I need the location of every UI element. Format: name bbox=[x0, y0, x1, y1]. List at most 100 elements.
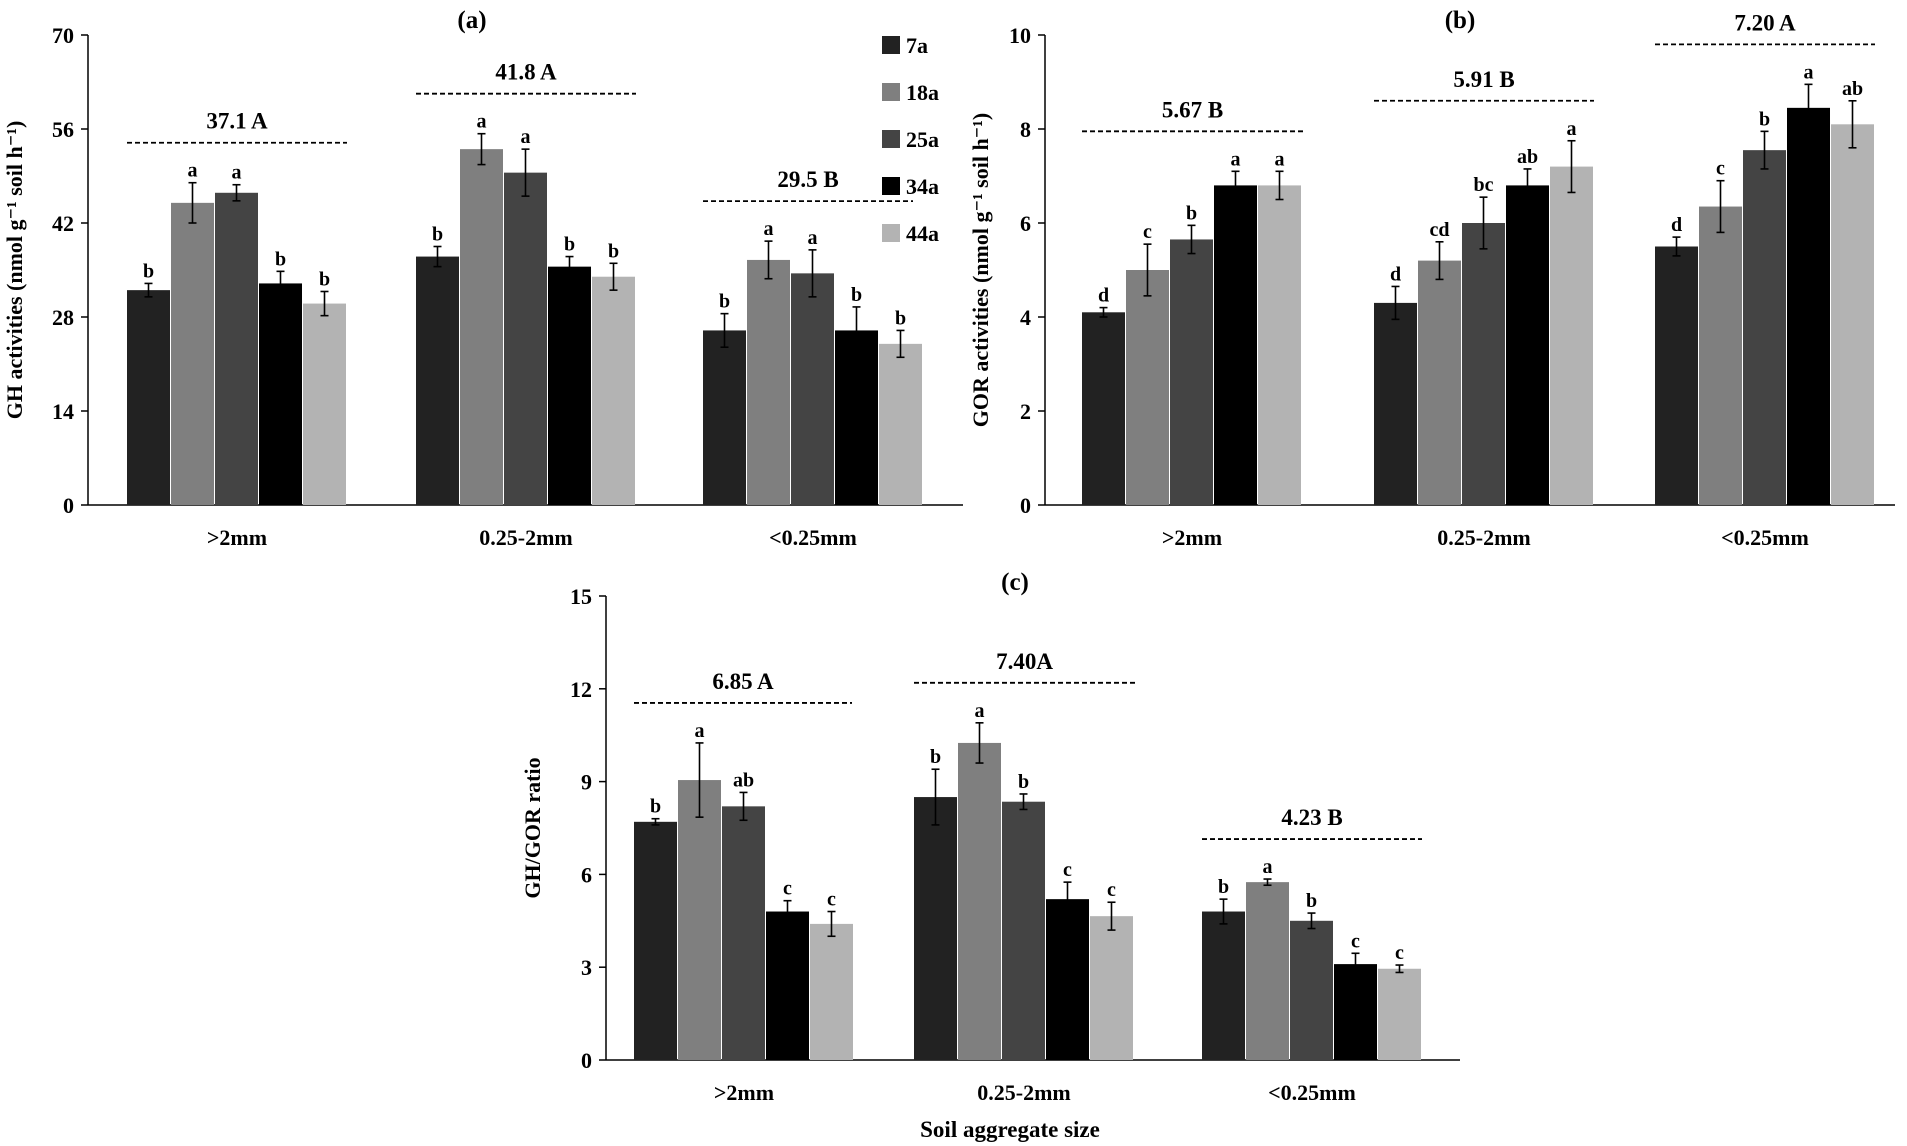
significance-letter: c bbox=[1063, 859, 1072, 881]
significance-letter: c bbox=[1395, 942, 1404, 964]
bar bbox=[1046, 899, 1089, 1060]
y-tick-label: 70 bbox=[52, 23, 74, 48]
y-axis-label: GH/GOR ratio bbox=[520, 757, 545, 898]
significance-letter: c bbox=[827, 889, 836, 911]
bar bbox=[1374, 302, 1417, 505]
panel-title: (c) bbox=[1001, 569, 1029, 596]
y-tick-label: 2 bbox=[1020, 399, 1031, 424]
bar bbox=[1002, 801, 1045, 1060]
bar bbox=[791, 273, 834, 505]
panel-b-chart: 0 2 4 6 8 10 GOR activities (nmol g⁻¹ soil h⁻¹… bbox=[968, 7, 1895, 550]
bar bbox=[416, 256, 459, 505]
y-tick-label: 14 bbox=[52, 399, 74, 424]
group-mean-label: 7.40A bbox=[996, 649, 1053, 674]
bar bbox=[1699, 206, 1742, 506]
bar bbox=[1290, 920, 1333, 1060]
bar bbox=[1743, 150, 1786, 505]
y-tick-label: 4 bbox=[1020, 305, 1031, 330]
significance-letter: b bbox=[1186, 202, 1197, 224]
significance-letter: a bbox=[975, 700, 985, 722]
significance-letter: a bbox=[1567, 118, 1577, 140]
bar bbox=[127, 290, 170, 505]
y-tick-label: 9 bbox=[581, 770, 592, 795]
y-tick-label: 6 bbox=[1020, 211, 1031, 236]
y-axis-label: GOR activities (nmol g⁻¹ soil h⁻¹) bbox=[968, 113, 993, 427]
significance-letter: c bbox=[1351, 930, 1360, 952]
category-label: >2mm bbox=[1162, 525, 1222, 550]
y-tick-label: 42 bbox=[52, 211, 74, 236]
significance-letter: a bbox=[232, 162, 242, 184]
significance-letter: b bbox=[930, 746, 941, 768]
legend-swatch bbox=[882, 83, 900, 101]
bar bbox=[1418, 260, 1461, 505]
significance-letter: d bbox=[1390, 263, 1401, 285]
significance-letter: a bbox=[521, 126, 531, 148]
bar bbox=[810, 923, 853, 1060]
significance-letter: a bbox=[1231, 148, 1241, 170]
significance-letter: b bbox=[143, 260, 154, 282]
significance-letter: b bbox=[1306, 890, 1317, 912]
bar bbox=[592, 276, 635, 505]
bar bbox=[548, 266, 591, 505]
y-tick-label: 3 bbox=[581, 955, 592, 980]
category-label: 0.25-2mm bbox=[479, 525, 572, 550]
significance-letter: b bbox=[1018, 771, 1029, 793]
significance-letter: cd bbox=[1430, 219, 1450, 241]
significance-letter: b bbox=[564, 234, 575, 256]
significance-letter: a bbox=[1804, 61, 1814, 83]
y-tick-label: 10 bbox=[1009, 23, 1031, 48]
panel-title: (b) bbox=[1445, 7, 1476, 34]
significance-letter: b bbox=[650, 796, 661, 818]
significance-letter: d bbox=[1671, 214, 1682, 236]
group-mean-label: 6.85 A bbox=[712, 669, 774, 694]
group-mean-label: 37.1 A bbox=[206, 109, 268, 134]
legend-label: 44a bbox=[906, 221, 939, 246]
significance-letter: a bbox=[764, 218, 774, 240]
bar bbox=[1787, 107, 1830, 505]
significance-letter: b bbox=[275, 248, 286, 270]
category-label: 0.25-2mm bbox=[977, 1080, 1070, 1105]
group-mean-label: 7.20 A bbox=[1734, 10, 1796, 35]
bar bbox=[1334, 964, 1377, 1060]
bar bbox=[1246, 882, 1289, 1060]
significance-letter: a bbox=[188, 160, 198, 182]
significance-letter: b bbox=[1218, 876, 1229, 898]
panel-a-chart: 0 14 28 42 56 70 GH activities (nmol g⁻¹ soil … bbox=[2, 7, 963, 550]
significance-letter: a bbox=[808, 227, 818, 249]
legend-swatch bbox=[882, 36, 900, 54]
group-mean-label: 5.91 B bbox=[1453, 67, 1514, 92]
bar bbox=[1202, 911, 1245, 1060]
bar bbox=[958, 742, 1001, 1060]
significance-letter: b bbox=[851, 284, 862, 306]
bar bbox=[1170, 239, 1213, 505]
significance-letter: ab bbox=[733, 769, 754, 791]
bar bbox=[747, 259, 790, 505]
bar bbox=[1655, 246, 1698, 505]
group-mean-label: 4.23 B bbox=[1281, 805, 1342, 830]
significance-letter: a bbox=[477, 111, 487, 133]
group-mean-label: 29.5 B bbox=[777, 167, 838, 192]
bar bbox=[259, 283, 302, 505]
bar bbox=[1082, 312, 1125, 505]
significance-letter: b bbox=[1759, 108, 1770, 130]
bar bbox=[678, 780, 721, 1060]
bar bbox=[879, 343, 922, 505]
significance-letter: b bbox=[895, 307, 906, 329]
bar bbox=[215, 192, 258, 506]
legend-swatch bbox=[882, 130, 900, 148]
significance-letter: c bbox=[783, 878, 792, 900]
category-label: >2mm bbox=[207, 525, 267, 550]
significance-letter: ab bbox=[1842, 78, 1863, 100]
bar bbox=[171, 202, 214, 505]
bar bbox=[766, 911, 809, 1060]
significance-letter: b bbox=[719, 291, 730, 313]
category-label: <0.25mm bbox=[1721, 525, 1809, 550]
bar bbox=[835, 330, 878, 505]
group-mean-label: 41.8 A bbox=[495, 60, 557, 85]
legend: 7a 18a 25a 34a 44a bbox=[882, 33, 939, 246]
bar bbox=[1126, 270, 1169, 505]
bar bbox=[1831, 124, 1874, 506]
legend-label: 7a bbox=[906, 33, 928, 58]
